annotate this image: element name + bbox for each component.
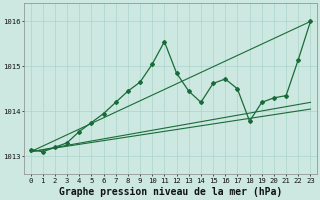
X-axis label: Graphe pression niveau de la mer (hPa): Graphe pression niveau de la mer (hPa) xyxy=(59,186,282,197)
